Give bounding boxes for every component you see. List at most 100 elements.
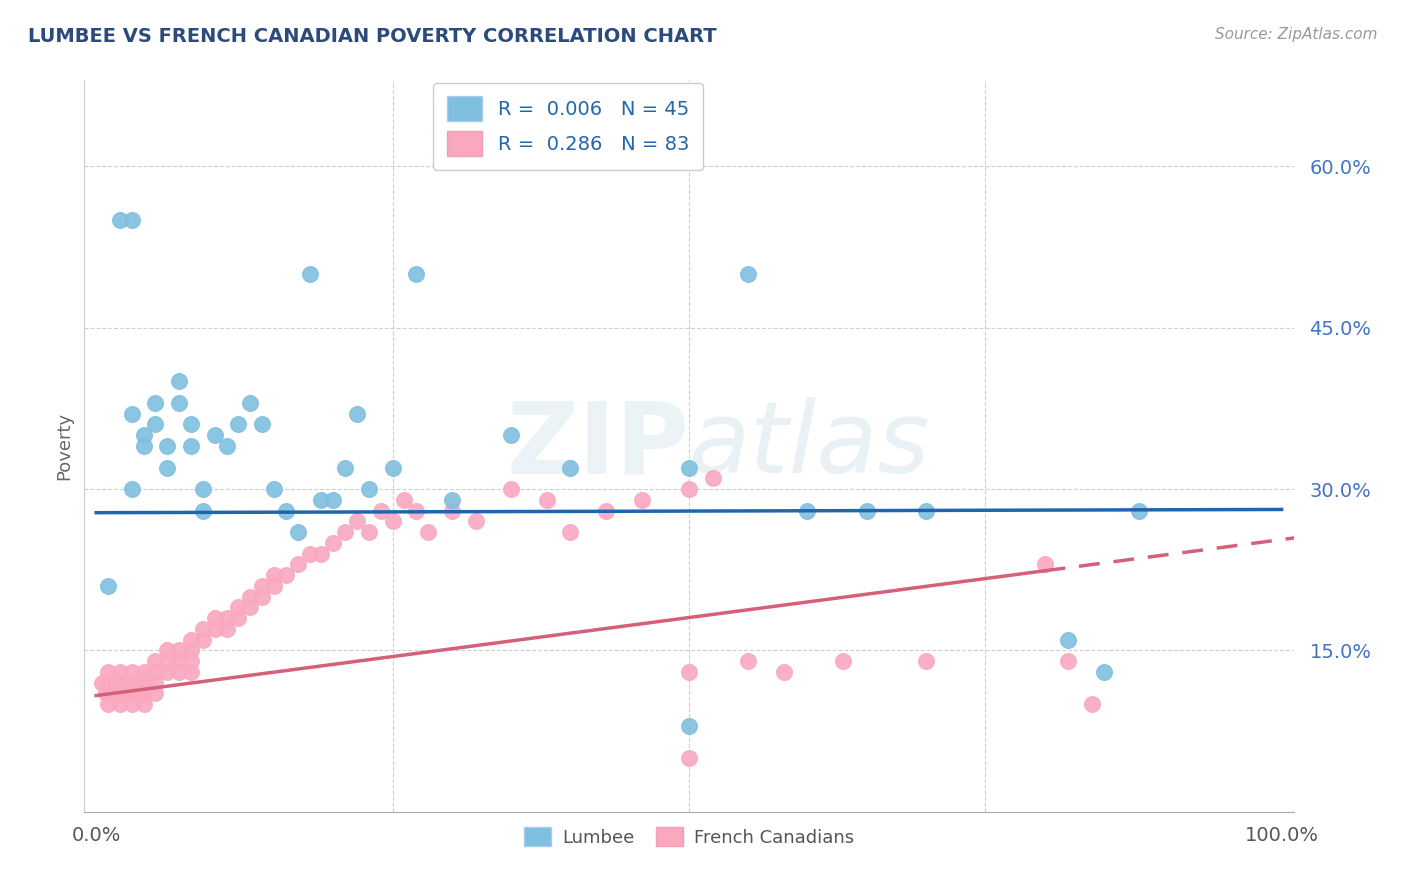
Point: [287, 524, 309, 539]
Text: ZIP: ZIP: [506, 398, 689, 494]
Point: [108, 665, 131, 679]
Point: [121, 675, 143, 690]
Legend: Lumbee, French Canadians: Lumbee, French Canadians: [517, 820, 860, 854]
Point: [180, 665, 202, 679]
Point: [560, 524, 582, 539]
Point: [737, 267, 759, 281]
Point: [121, 697, 143, 711]
Point: [595, 503, 617, 517]
Point: [108, 213, 131, 227]
Point: [94, 686, 117, 700]
Point: [228, 417, 250, 432]
Point: [167, 654, 190, 668]
Point: [156, 439, 179, 453]
Point: [156, 643, 179, 657]
Y-axis label: Poverty: Poverty: [55, 412, 73, 480]
Point: [464, 514, 486, 528]
Point: [156, 665, 179, 679]
Point: [263, 568, 285, 582]
Point: [440, 492, 463, 507]
Point: [167, 375, 190, 389]
Point: [772, 665, 794, 679]
Point: [215, 611, 238, 625]
Point: [418, 524, 440, 539]
Point: [204, 428, 226, 442]
Point: [630, 492, 652, 507]
Point: [180, 632, 202, 647]
Point: [311, 547, 333, 561]
Point: [204, 622, 226, 636]
Point: [167, 643, 190, 657]
Point: [108, 686, 131, 700]
Point: [121, 686, 143, 700]
Point: [180, 654, 202, 668]
Point: [239, 600, 262, 615]
Point: [322, 492, 344, 507]
Point: [191, 503, 214, 517]
Point: [167, 396, 190, 410]
Point: [132, 675, 155, 690]
Point: [97, 675, 120, 690]
Point: [796, 503, 818, 517]
Point: [108, 686, 131, 700]
Point: [357, 482, 380, 496]
Point: [678, 719, 700, 733]
Point: [215, 439, 238, 453]
Point: [121, 407, 143, 421]
Point: [298, 267, 321, 281]
Point: [132, 686, 155, 700]
Point: [145, 665, 167, 679]
Point: [97, 665, 120, 679]
Point: [1057, 654, 1080, 668]
Point: [145, 654, 167, 668]
Point: [333, 524, 356, 539]
Point: [250, 579, 273, 593]
Point: [405, 503, 427, 517]
Point: [298, 547, 321, 561]
Point: [191, 632, 214, 647]
Point: [440, 503, 463, 517]
Point: [501, 428, 523, 442]
Point: [97, 686, 120, 700]
Point: [274, 503, 297, 517]
Point: [1128, 503, 1150, 517]
Point: [132, 665, 155, 679]
Point: [132, 675, 155, 690]
Point: [1033, 558, 1056, 572]
Point: [108, 675, 131, 690]
Point: [121, 686, 143, 700]
Point: [108, 675, 131, 690]
Point: [678, 665, 700, 679]
Point: [132, 428, 155, 442]
Point: [167, 665, 190, 679]
Point: [228, 611, 250, 625]
Point: [287, 558, 309, 572]
Point: [322, 536, 344, 550]
Point: [250, 590, 273, 604]
Point: [501, 482, 523, 496]
Point: [263, 482, 285, 496]
Point: [678, 482, 700, 496]
Point: [737, 654, 759, 668]
Point: [915, 654, 938, 668]
Point: [180, 643, 202, 657]
Point: [132, 697, 155, 711]
Point: [156, 654, 179, 668]
Point: [239, 396, 262, 410]
Point: [381, 514, 404, 528]
Point: [156, 460, 179, 475]
Point: [678, 460, 700, 475]
Point: [180, 439, 202, 453]
Point: [536, 492, 558, 507]
Point: [121, 482, 143, 496]
Point: [145, 675, 167, 690]
Point: [145, 417, 167, 432]
Point: [191, 482, 214, 496]
Point: [394, 492, 416, 507]
Point: [228, 600, 250, 615]
Point: [381, 460, 404, 475]
Point: [97, 697, 120, 711]
Point: [1092, 665, 1115, 679]
Point: [346, 514, 368, 528]
Point: [274, 568, 297, 582]
